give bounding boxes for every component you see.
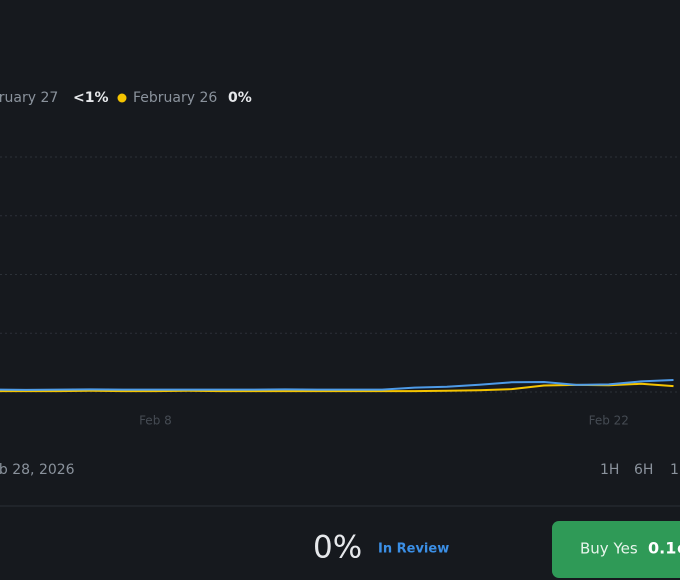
- date-label: Feb 28, 2026: [0, 462, 75, 478]
- timeframe-button[interactable]: 1D: [670, 462, 680, 478]
- buy-price[interactable]: 0.1¢: [648, 539, 680, 558]
- outcome-price: 0%: [313, 530, 362, 566]
- timeframe-button[interactable]: 6H: [634, 462, 653, 478]
- x-tick-label: Feb 8: [139, 414, 172, 428]
- legend-name: February 27: [0, 90, 58, 106]
- legend-name: February 26: [133, 90, 217, 106]
- legend-value: 0%: [228, 90, 252, 106]
- outcome-status: In Review: [378, 542, 449, 557]
- buy-label[interactable]: Buy Yes: [580, 540, 638, 558]
- x-tick-label: Feb 22: [589, 414, 629, 428]
- timeframe-button[interactable]: 1H: [600, 462, 619, 478]
- buy-button[interactable]: [552, 521, 680, 578]
- legend-value: <1%: [73, 90, 109, 106]
- series-line: [0, 379, 674, 391]
- series-line: [0, 382, 674, 393]
- legend-dot: [117, 93, 127, 103]
- timeframes: 1H 6H 1D: [600, 462, 680, 478]
